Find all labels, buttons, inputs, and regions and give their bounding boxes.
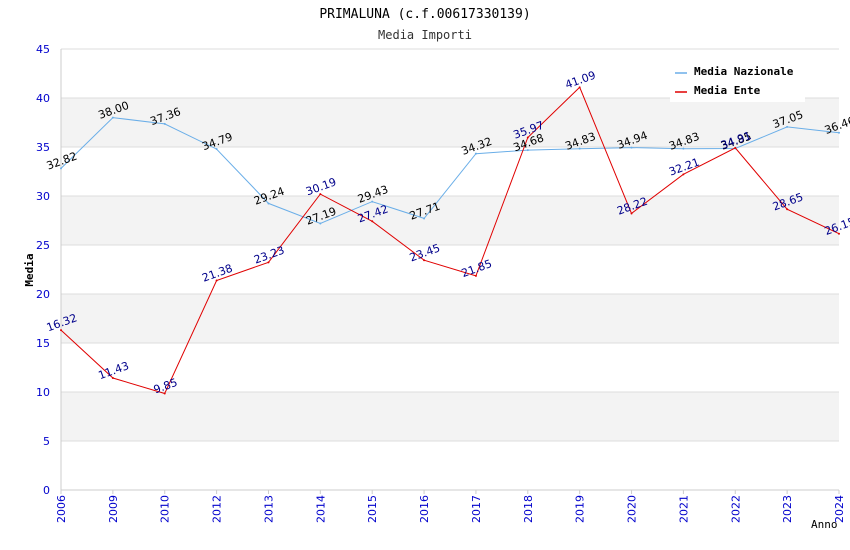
series-line-media-nazionale: [60, 117, 840, 225]
x-tick-label: 2009: [107, 495, 120, 523]
legend: Media Nazionale Media Ente: [670, 60, 805, 102]
x-tick-label: 2021: [677, 495, 690, 523]
data-point: [60, 167, 62, 170]
x-tick-label: 2012: [211, 495, 224, 523]
x-tick-label: 2013: [262, 495, 275, 523]
data-point: [163, 122, 166, 125]
data-point: [838, 232, 840, 235]
x-tick-label: 2022: [729, 495, 742, 523]
y-tick-label: 45: [36, 43, 50, 56]
data-point: [734, 146, 737, 149]
data-point: [267, 202, 270, 205]
chart-subtitle: Media Importi: [378, 28, 472, 42]
data-label: 21.38: [200, 262, 234, 285]
data-point: [111, 376, 114, 379]
data-point: [215, 279, 218, 282]
series-lines: [60, 86, 840, 395]
x-tick-label: 2010: [159, 495, 172, 523]
y-axis-label: Media: [23, 253, 36, 286]
x-tick-label: 2006: [55, 495, 68, 523]
data-point: [630, 212, 633, 215]
data-point: [474, 274, 477, 277]
y-tick-label: 5: [43, 435, 50, 448]
data-point: [682, 147, 685, 150]
data-label: 32.21: [667, 156, 701, 179]
data-point: [371, 220, 374, 223]
band: [61, 294, 839, 343]
x-tick-label: 2019: [574, 495, 587, 523]
y-tick-label: 10: [36, 386, 50, 399]
band: [61, 392, 839, 441]
legend-background: [670, 60, 805, 102]
data-point: [578, 86, 581, 89]
data-point: [423, 217, 426, 220]
x-tick-label: 2015: [366, 495, 379, 523]
data-point: [682, 173, 685, 176]
x-tick-label: 2020: [626, 495, 639, 523]
data-point: [60, 329, 62, 332]
band: [61, 196, 839, 245]
background-bands: [61, 98, 839, 441]
y-tick-label: 40: [36, 92, 50, 105]
chart-title: PRIMALUNA (c.f.00617330139): [319, 7, 530, 22]
data-point: [526, 149, 529, 152]
x-tick-label: 2017: [470, 495, 483, 523]
data-point: [215, 148, 218, 151]
data-point: [838, 131, 840, 134]
data-label: 21.85: [460, 257, 494, 280]
axes: [60, 49, 840, 494]
x-tick-label: 2024: [833, 495, 846, 523]
data-point: [786, 208, 789, 211]
data-point: [319, 222, 322, 225]
y-tick-label: 35: [36, 141, 50, 154]
x-tick-label: 2023: [781, 495, 794, 523]
tick-labels: 0 5 10 15 20 25 30 35 40 45 2006 2009 2010 2012 2013 20…: [36, 43, 846, 523]
y-tick-label: 0: [43, 484, 50, 497]
data-label: 23.23: [252, 244, 286, 267]
data-point: [319, 193, 322, 196]
x-tick-label: 2014: [314, 495, 327, 523]
series-line-media-ente: [60, 86, 840, 395]
legend-label-media-nazionale: Media Nazionale: [694, 65, 794, 78]
y-tick-label: 25: [36, 239, 50, 252]
data-point: [786, 125, 789, 128]
x-axis-label: Anno: [811, 518, 838, 531]
data-point: [474, 152, 477, 155]
y-tick-label: 15: [36, 337, 50, 350]
y-tick-label: 30: [36, 190, 50, 203]
band: [61, 98, 839, 147]
x-tick-label: 2016: [418, 495, 431, 523]
x-tick-label: 2018: [522, 495, 535, 523]
data-point: [267, 261, 270, 264]
data-point: [371, 200, 374, 203]
legend-label-media-ente: Media Ente: [694, 84, 761, 97]
data-point: [578, 147, 581, 150]
data-point: [423, 259, 426, 262]
data-point: [111, 116, 114, 119]
data-point: [630, 146, 633, 149]
data-point: [163, 392, 166, 395]
y-tick-label: 20: [36, 288, 50, 301]
data-point: [526, 136, 529, 139]
